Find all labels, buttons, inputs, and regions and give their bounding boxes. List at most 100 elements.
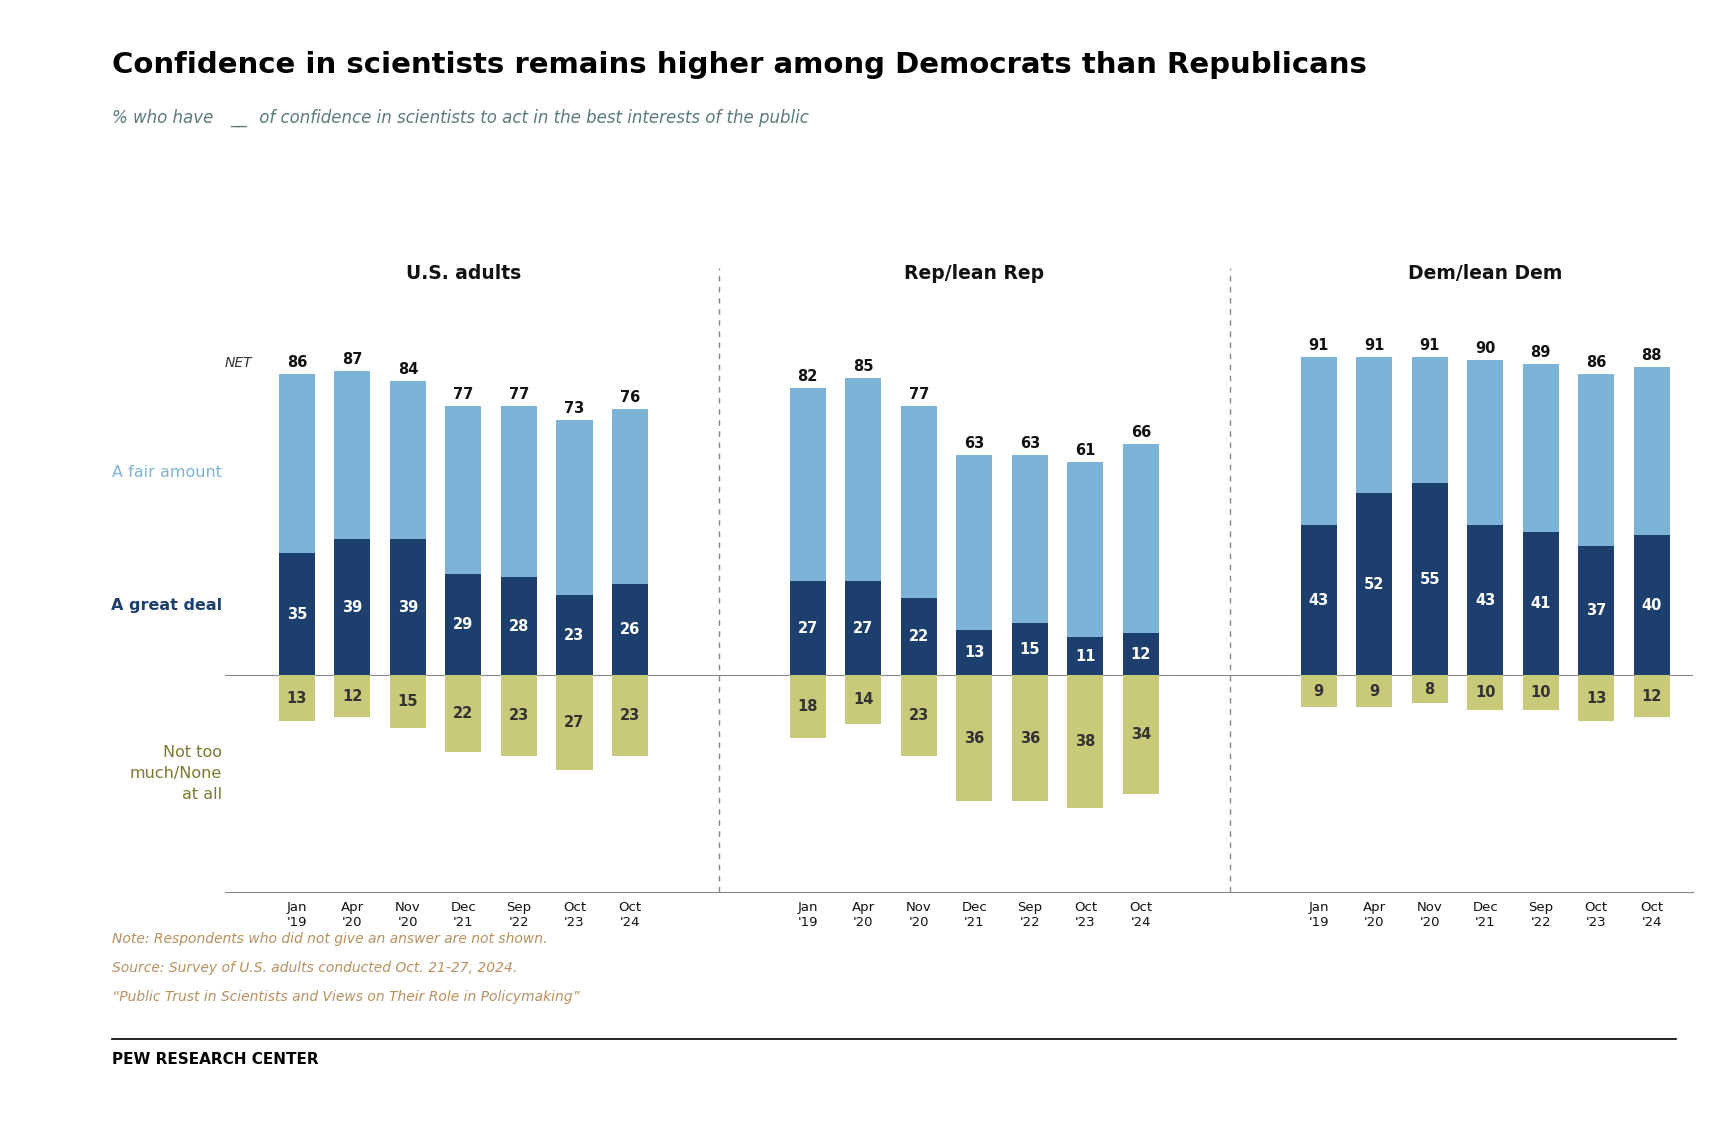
Bar (1522, 364, 1559, 532)
Bar (956, 455, 992, 630)
Text: A great deal: A great deal (111, 598, 221, 613)
Bar (556, 675, 593, 770)
Text: 86: 86 (1586, 356, 1607, 371)
Text: 63: 63 (964, 436, 985, 451)
Text: 34: 34 (1130, 728, 1151, 742)
Text: 85: 85 (854, 359, 873, 374)
Text: 23: 23 (508, 708, 529, 723)
Text: Confidence in scientists remains higher among Democrats than Republicans: Confidence in scientists remains higher … (112, 51, 1367, 79)
Bar (501, 675, 537, 756)
Text: 28: 28 (508, 619, 529, 634)
Bar (790, 675, 826, 738)
Bar (1356, 675, 1393, 707)
Bar (556, 420, 593, 595)
Bar (790, 389, 826, 581)
Bar (556, 595, 593, 675)
Text: 37: 37 (1586, 603, 1607, 618)
Text: 23: 23 (565, 628, 584, 643)
Text: 15: 15 (1020, 642, 1040, 657)
Bar (1578, 675, 1614, 721)
Text: “Public Trust in Scientists and Views on Their Role in Policymaking”: “Public Trust in Scientists and Views on… (112, 990, 581, 1003)
Bar (1467, 675, 1503, 710)
Bar (790, 581, 826, 675)
Bar (334, 539, 370, 675)
Text: 35: 35 (287, 606, 308, 621)
Text: 77: 77 (508, 387, 529, 402)
Bar (612, 410, 648, 585)
Bar (1633, 675, 1669, 717)
Bar (1467, 525, 1503, 675)
Text: 61: 61 (1075, 443, 1096, 458)
Bar (1578, 374, 1614, 546)
Bar (1013, 455, 1047, 622)
Bar (334, 675, 370, 717)
Bar (1301, 525, 1337, 675)
Bar (446, 574, 482, 675)
Text: 43: 43 (1308, 593, 1329, 607)
Text: 38: 38 (1075, 734, 1096, 749)
Text: 76: 76 (620, 390, 639, 405)
Text: 8: 8 (1424, 682, 1434, 697)
Text: 36: 36 (964, 731, 985, 746)
Text: 18: 18 (797, 699, 817, 714)
Text: 89: 89 (1531, 344, 1552, 359)
Text: 13: 13 (287, 691, 308, 706)
Text: 26: 26 (620, 622, 639, 637)
Text: 40: 40 (1642, 598, 1662, 613)
Text: 9: 9 (1313, 684, 1324, 699)
Bar (956, 675, 992, 801)
Text: U.S. adults: U.S. adults (406, 264, 522, 284)
Bar (1013, 675, 1047, 801)
Text: 11: 11 (1075, 649, 1096, 664)
Text: 22: 22 (453, 706, 473, 722)
Text: 84: 84 (397, 363, 418, 378)
Bar (1068, 675, 1104, 809)
Text: of confidence in scientists to act in the best interests of the public: of confidence in scientists to act in th… (254, 109, 809, 127)
Bar (1123, 634, 1159, 675)
Text: 12: 12 (342, 689, 363, 704)
Bar (1301, 357, 1337, 525)
Text: 15: 15 (397, 694, 418, 709)
Bar (900, 598, 937, 675)
Bar (900, 675, 937, 756)
Text: 9: 9 (1369, 684, 1379, 699)
Bar (956, 630, 992, 675)
Bar (278, 675, 314, 721)
Bar (1301, 675, 1337, 707)
Bar (845, 675, 881, 724)
Text: 39: 39 (342, 599, 363, 614)
Text: 91: 91 (1363, 337, 1384, 352)
Text: 87: 87 (342, 351, 363, 367)
Text: 63: 63 (1020, 436, 1040, 451)
Text: 22: 22 (909, 629, 930, 644)
Text: 86: 86 (287, 356, 308, 371)
Bar (1123, 444, 1159, 634)
Text: 39: 39 (397, 599, 418, 614)
Bar (1578, 546, 1614, 675)
Text: 91: 91 (1419, 337, 1439, 352)
Text: 90: 90 (1476, 341, 1495, 356)
Text: 12: 12 (1642, 689, 1662, 704)
Bar (1467, 360, 1503, 525)
Text: 29: 29 (453, 617, 473, 633)
Bar (1356, 493, 1393, 675)
Text: 23: 23 (909, 708, 930, 723)
Bar (501, 578, 537, 675)
Text: 66: 66 (1130, 426, 1151, 440)
Text: 13: 13 (964, 645, 985, 660)
Text: Note: Respondents who did not give an answer are not shown.: Note: Respondents who did not give an an… (112, 932, 548, 946)
Text: 52: 52 (1363, 577, 1384, 591)
Bar (1412, 675, 1448, 704)
Text: Not too
much/None
at all: Not too much/None at all (130, 745, 221, 802)
Bar (900, 406, 937, 598)
Bar (391, 539, 425, 675)
Bar (845, 378, 881, 581)
Bar (1356, 357, 1393, 493)
Bar (1123, 675, 1159, 794)
Text: 36: 36 (1020, 731, 1040, 746)
Text: Source: Survey of U.S. adults conducted Oct. 21-27, 2024.: Source: Survey of U.S. adults conducted … (112, 961, 518, 975)
Text: 77: 77 (909, 387, 930, 402)
Text: Dem/lean Dem: Dem/lean Dem (1408, 264, 1562, 284)
Text: NET: NET (225, 356, 252, 371)
Bar (278, 553, 314, 675)
